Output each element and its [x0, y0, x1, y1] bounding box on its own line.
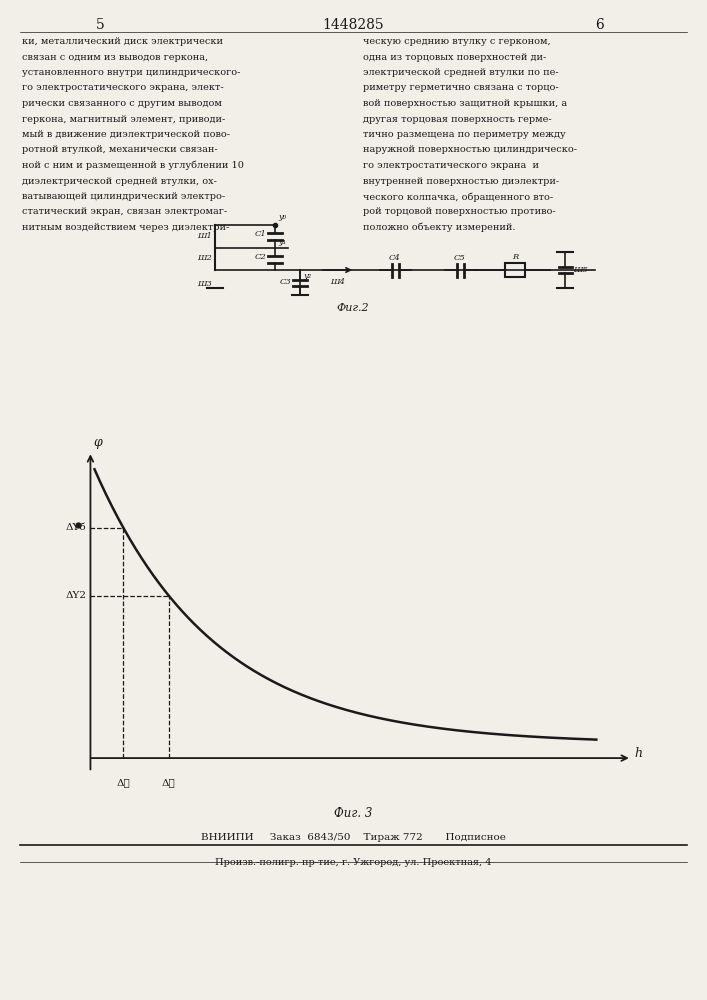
Text: наружной поверхностью цилиндрическо-: наружной поверхностью цилиндрическо-: [363, 145, 577, 154]
Text: Ш4: Ш4: [330, 278, 345, 286]
Text: Ш5: Ш5: [573, 266, 588, 274]
Text: ческого колпачка, обращенного вто-: ческого колпачка, обращенного вто-: [363, 192, 553, 202]
Text: рой торцовой поверхностью противо-: рой торцовой поверхностью противо-: [363, 208, 556, 217]
Text: Ш2: Ш2: [197, 254, 212, 262]
Text: C2: C2: [255, 253, 266, 261]
Text: геркона, магнитный элемент, приводи-: геркона, магнитный элемент, приводи-: [22, 114, 226, 123]
Text: внутренней поверхностью диэлектри-: внутренней поверхностью диэлектри-: [363, 176, 559, 186]
Text: C4: C4: [389, 253, 401, 261]
Text: статический экран, связан электромаг-: статический экран, связан электромаг-: [22, 208, 227, 217]
Text: ки, металлический диск электрически: ки, металлический диск электрически: [22, 37, 223, 46]
Text: мый в движение диэлектрической пово-: мый в движение диэлектрической пово-: [22, 130, 230, 139]
Text: ной с ним и размещенной в углублении 10: ной с ним и размещенной в углублении 10: [22, 161, 244, 170]
Text: y₁: y₁: [278, 238, 286, 246]
Text: y₂: y₂: [303, 272, 311, 280]
Text: Произв.-полигр. пр-тие, г. Ужгород, ул. Проектная, 4: Произв.-полигр. пр-тие, г. Ужгород, ул. …: [215, 858, 492, 867]
Text: C5: C5: [454, 253, 466, 261]
Text: вой поверхностью защитной крышки, а: вой поверхностью защитной крышки, а: [363, 99, 567, 108]
Text: C3: C3: [279, 278, 291, 286]
Text: 6: 6: [595, 18, 604, 32]
Text: Фиг.2: Фиг.2: [337, 303, 369, 313]
Text: 1448285: 1448285: [322, 18, 385, 32]
Text: Δℓ: Δℓ: [117, 778, 130, 787]
Text: R: R: [512, 253, 518, 261]
Text: электрической средней втулки по пе-: электрической средней втулки по пе-: [363, 68, 559, 77]
Text: тично размещена по периметру между: тично размещена по периметру между: [363, 130, 566, 139]
Text: φ: φ: [93, 436, 102, 449]
Text: го электростатического экрана  и: го электростатического экрана и: [363, 161, 539, 170]
Text: Ш3: Ш3: [197, 280, 212, 288]
Text: ВНИИПИ     Заказ  6843/50    Тираж 772       Подписное: ВНИИПИ Заказ 6843/50 Тираж 772 Подписное: [201, 833, 506, 842]
Text: ΔY2: ΔY2: [66, 591, 86, 600]
Text: рически связанного с другим выводом: рически связанного с другим выводом: [22, 99, 222, 108]
Text: y₀: y₀: [278, 213, 286, 221]
Text: 5: 5: [95, 18, 105, 32]
Text: нитным воздействием через диэлектри-: нитным воздействием через диэлектри-: [22, 223, 229, 232]
Text: другая торцовая поверхность герме-: другая торцовая поверхность герме-: [363, 114, 551, 123]
Text: риметру герметично связана с торцо-: риметру герметично связана с торцо-: [363, 84, 559, 93]
Text: h: h: [634, 747, 642, 760]
Bar: [505, 263, 525, 277]
Text: одна из торцовых поверхностей ди-: одна из торцовых поверхностей ди-: [363, 52, 547, 62]
Text: ческую среднию втулку с герконом,: ческую среднию втулку с герконом,: [363, 37, 551, 46]
Text: ватывающей цилиндрический электро-: ватывающей цилиндрический электро-: [22, 192, 225, 201]
Text: положно объекту измерений.: положно объекту измерений.: [363, 223, 515, 232]
Text: диэлектрической средней втулки, ох-: диэлектрической средней втулки, ох-: [22, 176, 217, 186]
Text: го электростатического экрана, элект-: го электростатического экрана, элект-: [22, 84, 223, 93]
Text: установленного внутри цилиндрического-: установленного внутри цилиндрического-: [22, 68, 240, 77]
Text: Δℓ: Δℓ: [162, 778, 176, 787]
Text: ротной втулкой, механически связан-: ротной втулкой, механически связан-: [22, 145, 218, 154]
Text: ΔYб: ΔYб: [66, 523, 86, 532]
Text: Ш1: Ш1: [197, 232, 212, 239]
Text: связан с одним из выводов геркона,: связан с одним из выводов геркона,: [22, 52, 208, 62]
Text: Фиг. 3: Фиг. 3: [334, 807, 372, 820]
Text: C1: C1: [255, 231, 266, 238]
